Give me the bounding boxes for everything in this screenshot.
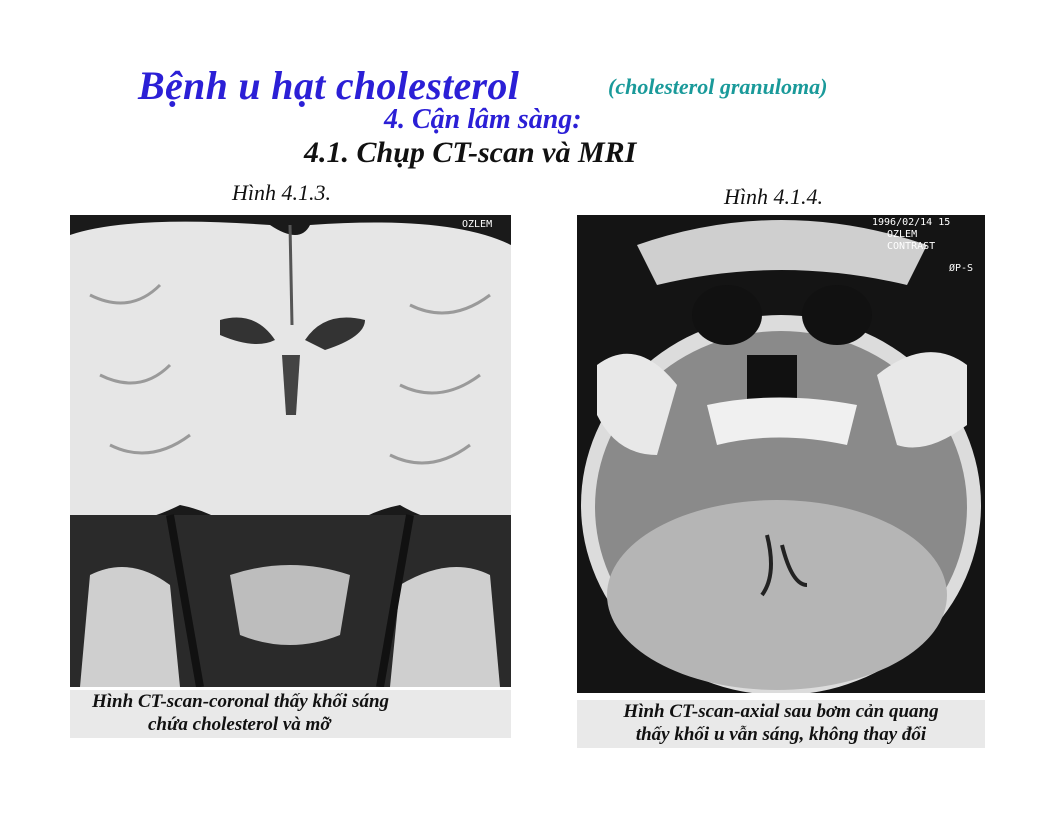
caption-axial: Hình CT-scan-axial sau bơm cản quang thấ…: [577, 700, 985, 748]
caption-axial-line2: thấy khối u vẫn sáng, không thay đổi: [635, 724, 927, 745]
scan-overlay-orientation: ØP-S: [949, 262, 973, 274]
scan-overlay-contrast: CONTRAST: [887, 241, 935, 252]
scan-overlay-date: 1996/02/14 15: [872, 217, 950, 228]
caption-coronal: Hình CT-scan-coronal thấy khối sáng chứa…: [70, 690, 511, 738]
caption-coronal-line2: chứa cholesterol và mỡ: [148, 714, 331, 735]
section-heading: 4. Cận lâm sàng:: [384, 104, 582, 135]
scan-overlay-text: OZLEM: [462, 219, 492, 230]
scan-overlay-name: OZLEM: [887, 229, 917, 240]
caption-axial-line1: Hình CT-scan-axial sau bơm cản quang: [623, 701, 939, 722]
ct-scan-axial-image: 1996/02/14 15 OZLEM CONTRAST ØP-S: [577, 215, 985, 693]
slide-title-english: (cholesterol granuloma): [608, 74, 828, 99]
subsection-heading: 4.1. Chụp CT-scan và MRI: [304, 136, 637, 169]
slide-title: Bệnh u hạt cholesterol: [138, 63, 520, 108]
figure-label-coronal: Hình 4.1.3.: [232, 180, 331, 205]
figure-label-axial: Hình 4.1.4.: [724, 184, 823, 209]
ct-scan-coronal-image: OZLEM: [70, 215, 511, 687]
caption-coronal-line1: Hình CT-scan-coronal thấy khối sáng: [92, 691, 390, 712]
